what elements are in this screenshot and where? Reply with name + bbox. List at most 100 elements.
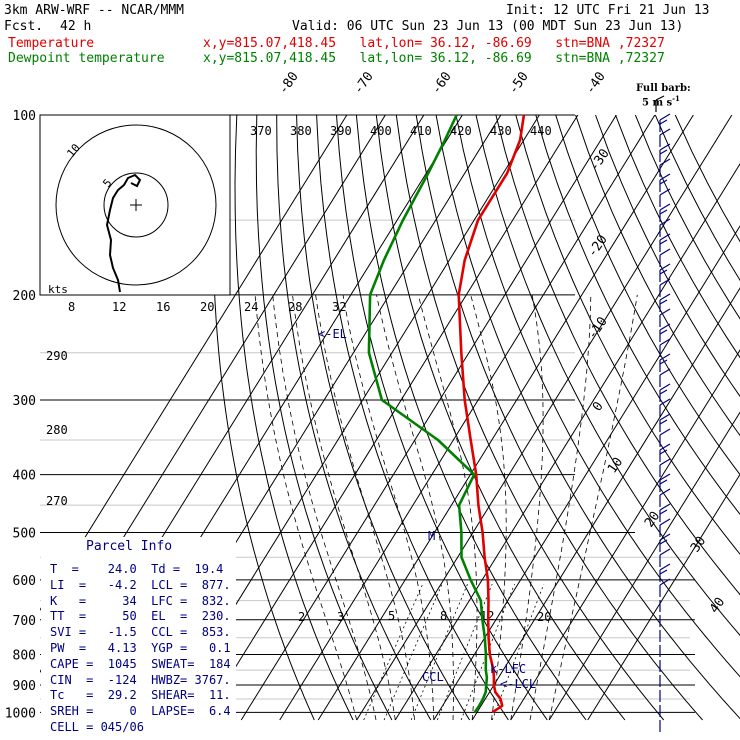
parcel-info-row: LI = -4.2 LCL = 877. (50, 577, 231, 592)
dry-adiabat-line (515, 115, 740, 555)
isotherm-label: -40 (583, 69, 609, 97)
isotherm-label: 20 (642, 509, 663, 530)
wind-barb (659, 143, 671, 151)
hodograph-ring (103, 172, 169, 238)
pressure-label: 700 (13, 614, 36, 629)
barb-legend-units: 5 m s-1 (642, 94, 680, 109)
moist-adiabat-line (342, 294, 435, 720)
isotherm-label: -70 (351, 69, 377, 97)
dry-adiabat-line (336, 115, 548, 721)
isotherm-line (587, 473, 740, 721)
dry-adiabat-line (395, 115, 665, 721)
wind-barb (659, 119, 668, 125)
isotherm-label: 0 (590, 399, 607, 414)
wind-barb (659, 443, 671, 451)
isotherm-line (433, 225, 740, 721)
mixing-ratio-label: 24 (244, 300, 258, 314)
moist-adiabat-line (272, 294, 377, 721)
isotherm-line (40, 115, 348, 611)
parcel-info-row: Tc = 29.2 SHEAR= 11. (50, 688, 231, 703)
dry-adiabat-line (595, 115, 740, 398)
barb-legend-sample (655, 95, 665, 101)
theta-e-label: 390 (330, 124, 352, 138)
isotherm-label: 40 (707, 595, 728, 616)
mixing-ratio-label: 20 (200, 300, 214, 314)
lcl-marker: <-LCL (500, 677, 536, 691)
wind-barb (659, 128, 671, 136)
moist-adiabat-line (376, 294, 454, 721)
moist-adiabat-line (510, 294, 544, 721)
mixing-ratio-label: 8 (68, 300, 75, 314)
wind-barb (659, 203, 671, 211)
wind-barb (659, 533, 671, 541)
wind-barb (659, 149, 668, 155)
pressure-label: 400 (13, 469, 36, 484)
moist-adiabat-line (529, 294, 592, 721)
wind-barb (659, 308, 671, 316)
isotherm-line (548, 411, 740, 721)
pressure-label: 800 (13, 648, 36, 663)
pressure-label: 600 (13, 574, 36, 589)
pressure-label: 200 (13, 289, 36, 304)
moist-adiabat-line (470, 294, 507, 721)
pressure-label: 500 (13, 527, 36, 542)
theta-e-label: 370 (250, 124, 272, 138)
legend-dewpoint: Dewpoint temperature (8, 51, 165, 66)
parcel-info-row: SVI = -1.5 CCL = 853. (50, 625, 231, 640)
wind-barb (659, 548, 671, 556)
wind-barb (659, 503, 671, 511)
legend-dewpoint-location: x,y=815.07,418.45 lat,lon= 36.12, -86.69… (203, 51, 665, 66)
isotherm-label: -50 (506, 69, 532, 97)
isotherm-line (394, 162, 740, 721)
parcel-info-title: Parcel Info (86, 539, 173, 554)
dry-adiabat-line (276, 115, 432, 721)
isotherm-line (510, 349, 740, 721)
barb-legend-title: Full barb: (636, 83, 691, 94)
wind-barb (659, 413, 671, 421)
wind-barb (659, 539, 668, 545)
low-mixing-ratio-label: 3 (337, 610, 344, 624)
parcel-info-panel (41, 537, 236, 737)
dry-adiabat-line (674, 115, 740, 243)
pressure-label: 100 (13, 109, 36, 124)
dry-adiabat-line (296, 115, 471, 721)
parcel-info-row: CAPE = 1045 SWEAT= 184 (50, 656, 231, 671)
isotherm-line (471, 287, 740, 721)
dry-adiabat-label: 290 (46, 349, 68, 363)
wind-barb (659, 473, 671, 481)
moist-adiabat-line (315, 294, 415, 721)
wind-barb (659, 368, 671, 376)
dry-adiabat-line (316, 115, 509, 721)
dry-adiabat-label: 280 (46, 423, 68, 437)
wind-barb (659, 578, 671, 586)
wind-barb (659, 569, 668, 575)
wind-barb (659, 113, 671, 121)
mixing-ratio-label: 12 (112, 300, 126, 314)
parcel-info-row: CELL = 045/06 (50, 720, 144, 734)
theta-e-label: 400 (370, 124, 392, 138)
wind-barb (659, 338, 671, 346)
wind-barb (659, 239, 668, 245)
el-marker: <-EL (318, 327, 347, 341)
wind-barb (659, 293, 671, 301)
wind-barb (659, 479, 668, 485)
theta-e-label: 440 (530, 124, 552, 138)
pressure-label: 300 (13, 394, 36, 409)
dry-adiabat-line (555, 115, 740, 476)
dry-adiabat-line (455, 115, 740, 678)
forecast-label: Fcst. (4, 19, 44, 34)
wind-barb (659, 233, 671, 241)
wind-barb (659, 458, 671, 466)
theta-e-label: 380 (290, 124, 312, 138)
parcel-info-row: CIN = -124 HWBZ= 3767. (50, 672, 231, 687)
init-time: Init: 12 UTC Fri 21 Jun 13 (506, 3, 710, 18)
dry-adiabat-line (435, 115, 740, 720)
isotherm-label: 10 (605, 455, 626, 476)
wind-barb (659, 323, 671, 331)
wind-barb (659, 509, 668, 515)
mixing-ratio-label: 28 (288, 300, 302, 314)
pressure-label: 1000 (5, 706, 36, 721)
isotherm-line (356, 115, 733, 721)
dry-adiabat-line (575, 115, 740, 437)
wind-barb (659, 353, 671, 361)
